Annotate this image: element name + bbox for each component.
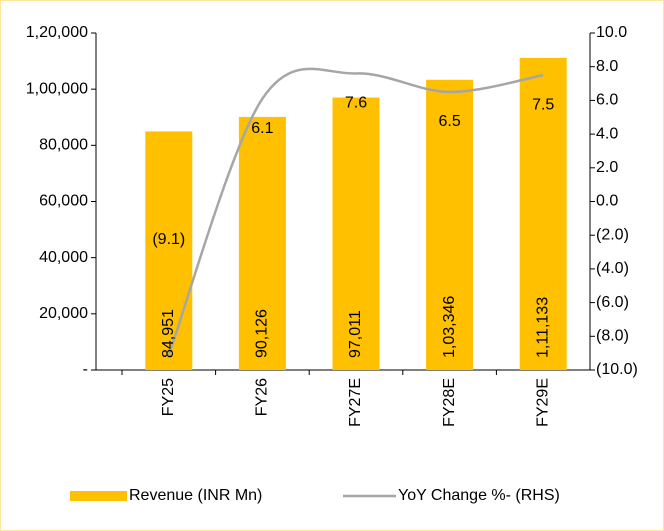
y2-tick-label: 4.0 [596, 125, 618, 142]
x-tick-label: FY28E [441, 378, 458, 427]
x-tick-label: FY26 [254, 378, 271, 416]
y-tick-label: 60,000 [39, 193, 88, 210]
bar-value-label: 1,11,133 [534, 297, 551, 358]
y2-tick-label: 0.0 [596, 193, 618, 210]
legend-label: Revenue (INR Mn) [129, 487, 262, 504]
bar [426, 79, 474, 370]
line-value-label: (9.1) [152, 231, 185, 248]
y2-tick-label: (10.0) [596, 361, 638, 378]
line [167, 67, 544, 356]
legend-swatch [70, 491, 127, 501]
line-value-label: 7.6 [345, 95, 367, 112]
x-tick-label: FY29E [534, 378, 551, 427]
y-tick-label: 80,000 [39, 137, 88, 154]
bar-value-label: 97,011 [347, 310, 364, 358]
line-value-label: 6.1 [251, 120, 273, 137]
y2-tick-label: 2.0 [596, 159, 618, 176]
legend-label: YoY Change %- (RHS) [398, 487, 560, 504]
y-tick-label: 20,000 [39, 305, 88, 322]
y2-tick-label: (8.0) [596, 328, 629, 345]
bar [145, 131, 193, 370]
y2-tick-label: 10.0 [596, 24, 627, 41]
line-value-label: 7.5 [532, 96, 554, 113]
y2-tick-label: 8.0 [596, 58, 618, 75]
y-tick-label: 40,000 [39, 249, 88, 266]
y2-tick-label: 6.0 [596, 92, 618, 109]
y2-tick-label: (6.0) [596, 294, 629, 311]
bar [332, 97, 380, 370]
y2-tick-label: (4.0) [596, 260, 629, 277]
y-tick-label: 1,00,000 [26, 80, 88, 97]
bar-value-label: 1,03,346 [441, 296, 458, 358]
line-value-label: 6.5 [438, 113, 460, 130]
y2-tick-label: (2.0) [596, 226, 629, 243]
y-tick-label: 1,20,000 [26, 24, 88, 41]
bar-value-label: 84,951 [160, 309, 177, 358]
bar-value-label: 90,126 [254, 309, 271, 358]
bar [519, 57, 567, 371]
bar [238, 116, 286, 370]
x-tick-label: FY27E [347, 378, 364, 427]
y-tick-label: - [83, 361, 88, 378]
x-tick-label: FY25 [160, 378, 177, 416]
